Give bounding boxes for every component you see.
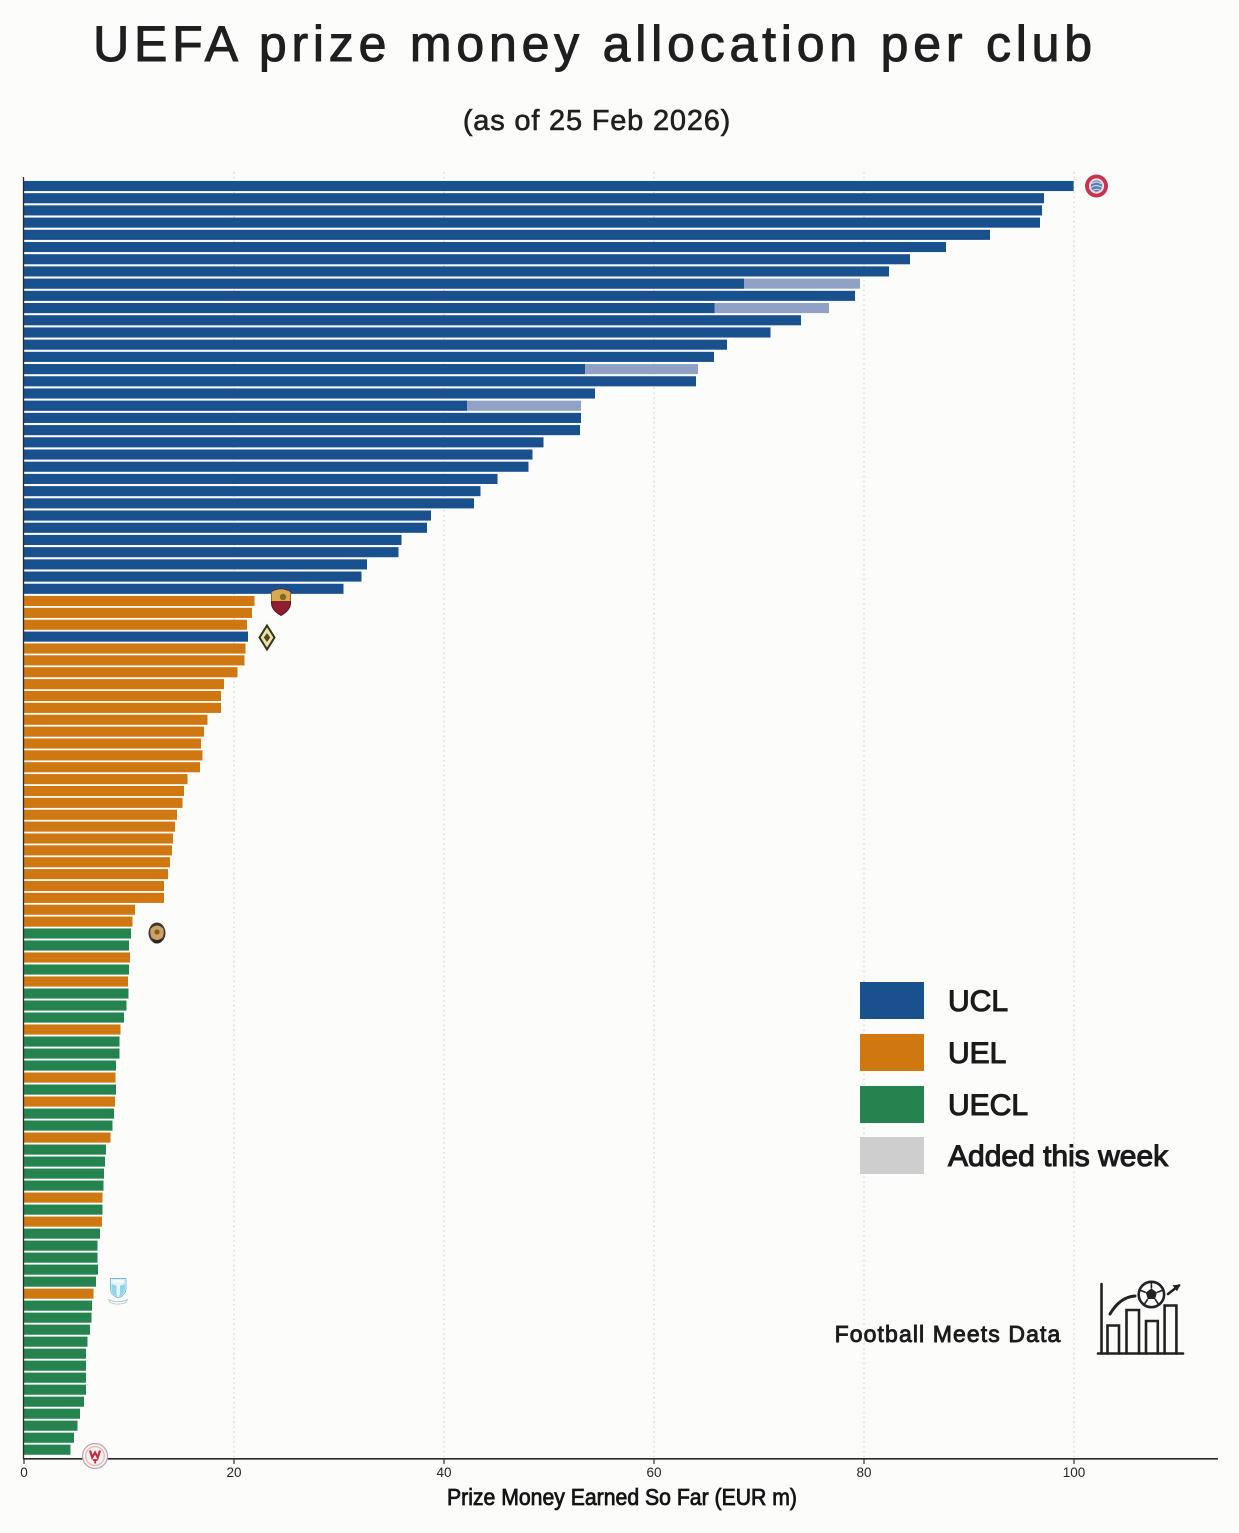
- svg-text:Football Meets Data: Football Meets Data: [835, 1321, 1062, 1347]
- svg-text:(as of 25 Feb 2026): (as of 25 Feb 2026): [463, 105, 731, 137]
- svg-text:60: 60: [646, 1465, 661, 1480]
- svg-text:Added this week: Added this week: [948, 1140, 1169, 1173]
- svg-text:UEFA prize money allocation pe: UEFA prize money allocation per club: [93, 16, 1097, 72]
- svg-text:100: 100: [1063, 1465, 1086, 1480]
- svg-text:UECL: UECL: [948, 1089, 1028, 1122]
- svg-text:20: 20: [226, 1465, 241, 1480]
- svg-text:80: 80: [856, 1465, 871, 1480]
- svg-text:UCL: UCL: [948, 985, 1008, 1018]
- svg-text:Prize Money Earned So Far (EUR: Prize Money Earned So Far (EUR m): [447, 1484, 797, 1510]
- svg-text:UEL: UEL: [948, 1037, 1006, 1070]
- svg-text:0: 0: [20, 1465, 28, 1480]
- svg-text:40: 40: [436, 1465, 451, 1480]
